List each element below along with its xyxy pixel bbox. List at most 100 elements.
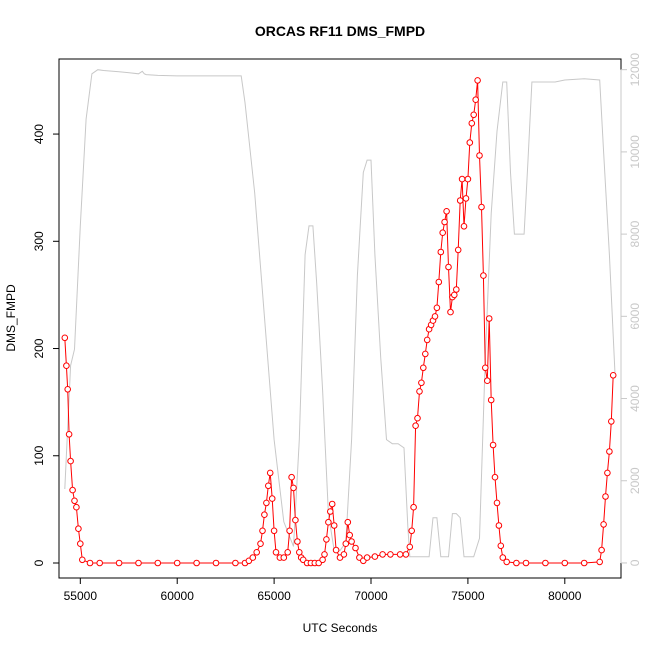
x-tick-label: 60000 (161, 589, 195, 603)
dms-point (418, 379, 425, 387)
dms-point (410, 503, 417, 511)
dms-point (319, 556, 326, 564)
dms-point (69, 486, 76, 494)
dms-point (445, 263, 452, 271)
dms-point (261, 511, 268, 519)
dms-point (609, 372, 617, 379)
dms-point (462, 195, 470, 202)
dms-point (423, 336, 431, 344)
x-tick-label: 55000 (64, 589, 98, 603)
dms-point (414, 414, 421, 422)
dms-point (487, 396, 495, 404)
dms-point (71, 497, 78, 505)
dms-point (154, 559, 162, 567)
dms-point (272, 549, 280, 556)
dms-point (249, 554, 257, 561)
dms-point (294, 538, 301, 545)
dms-point (470, 111, 478, 119)
dms-point (387, 551, 394, 558)
dms-point (330, 522, 338, 529)
dms-point (86, 559, 94, 567)
dms-point (495, 522, 503, 529)
dms-point (280, 554, 288, 561)
dms-point (464, 175, 472, 183)
dms-point (296, 549, 303, 556)
dms-point (478, 203, 485, 211)
altitude-series (64, 69, 616, 558)
x-tick-label: 75000 (451, 589, 485, 603)
dms-point (408, 527, 416, 535)
y-tick-label: 400 (32, 124, 46, 144)
dms-point (286, 527, 293, 535)
dms-point (466, 139, 474, 146)
dms-point (491, 473, 499, 481)
axes: 55000 60000 65000 70000 75000 800000100200300… (32, 53, 642, 603)
dms-point (503, 558, 511, 566)
dms-point (561, 559, 569, 567)
y-tick-label: 100 (32, 445, 46, 465)
dms-point (268, 495, 276, 502)
dms-point (346, 531, 354, 539)
dms-point (443, 208, 450, 215)
dms-point (342, 540, 350, 548)
dms-point (460, 223, 468, 230)
dms-point (363, 554, 371, 561)
y2-tick-label: 4000 (628, 385, 642, 412)
dms-point (422, 350, 429, 358)
dms-point (257, 540, 264, 548)
dms-point (77, 540, 84, 548)
plot-frame (58, 58, 622, 579)
dms-point (265, 482, 272, 490)
y-axis-title: DMS_FMPD (4, 284, 18, 352)
dms-point (497, 542, 505, 550)
dms-point (173, 559, 181, 567)
y-tick-label: 200 (32, 338, 46, 358)
dms-point (63, 362, 70, 370)
y-tick-label: 0 (32, 559, 46, 566)
dms-point (64, 386, 71, 393)
dms-point (73, 503, 80, 511)
y2-tick-label: 12000 (628, 53, 642, 87)
y2-tick-label: 10000 (628, 135, 642, 169)
y2-tick-label: 0 (628, 559, 642, 566)
dms-point (439, 229, 447, 236)
dms-point (468, 120, 476, 127)
dms-point (212, 559, 220, 567)
dms-point (67, 457, 74, 465)
dms-point (522, 559, 530, 567)
dms-point (412, 422, 419, 430)
dms-point (598, 546, 605, 554)
dms-point (270, 527, 278, 535)
dms-point (493, 499, 501, 507)
dms-point (600, 521, 607, 528)
dms-point (135, 559, 142, 567)
dms-point (253, 549, 261, 556)
dms-point (489, 441, 497, 449)
dms-point (288, 473, 295, 481)
dms-point (96, 559, 103, 567)
dms-point (402, 551, 410, 558)
dms-series (61, 77, 617, 567)
dms-point (580, 559, 588, 567)
dms-point (348, 538, 355, 545)
dms-point (193, 559, 200, 567)
dms-point (604, 469, 611, 477)
dms-point (454, 246, 462, 254)
dms-point (259, 527, 266, 535)
x-tick-label: 80000 (548, 589, 582, 603)
dms-point (513, 559, 520, 567)
dms-point (453, 286, 460, 293)
dms-point (435, 278, 443, 286)
dms-point (416, 388, 423, 395)
dms-point (441, 218, 448, 226)
dms-point (451, 291, 458, 299)
dms-point (327, 508, 334, 515)
dms-point (292, 516, 299, 524)
dms-point (284, 549, 292, 556)
x-tick-label: 65000 (257, 589, 291, 603)
dms-point (602, 493, 609, 500)
dms-point (447, 308, 454, 316)
x-axis-title: UTC Seconds (303, 621, 378, 635)
dms-point (596, 558, 604, 566)
dms-point (431, 313, 439, 320)
